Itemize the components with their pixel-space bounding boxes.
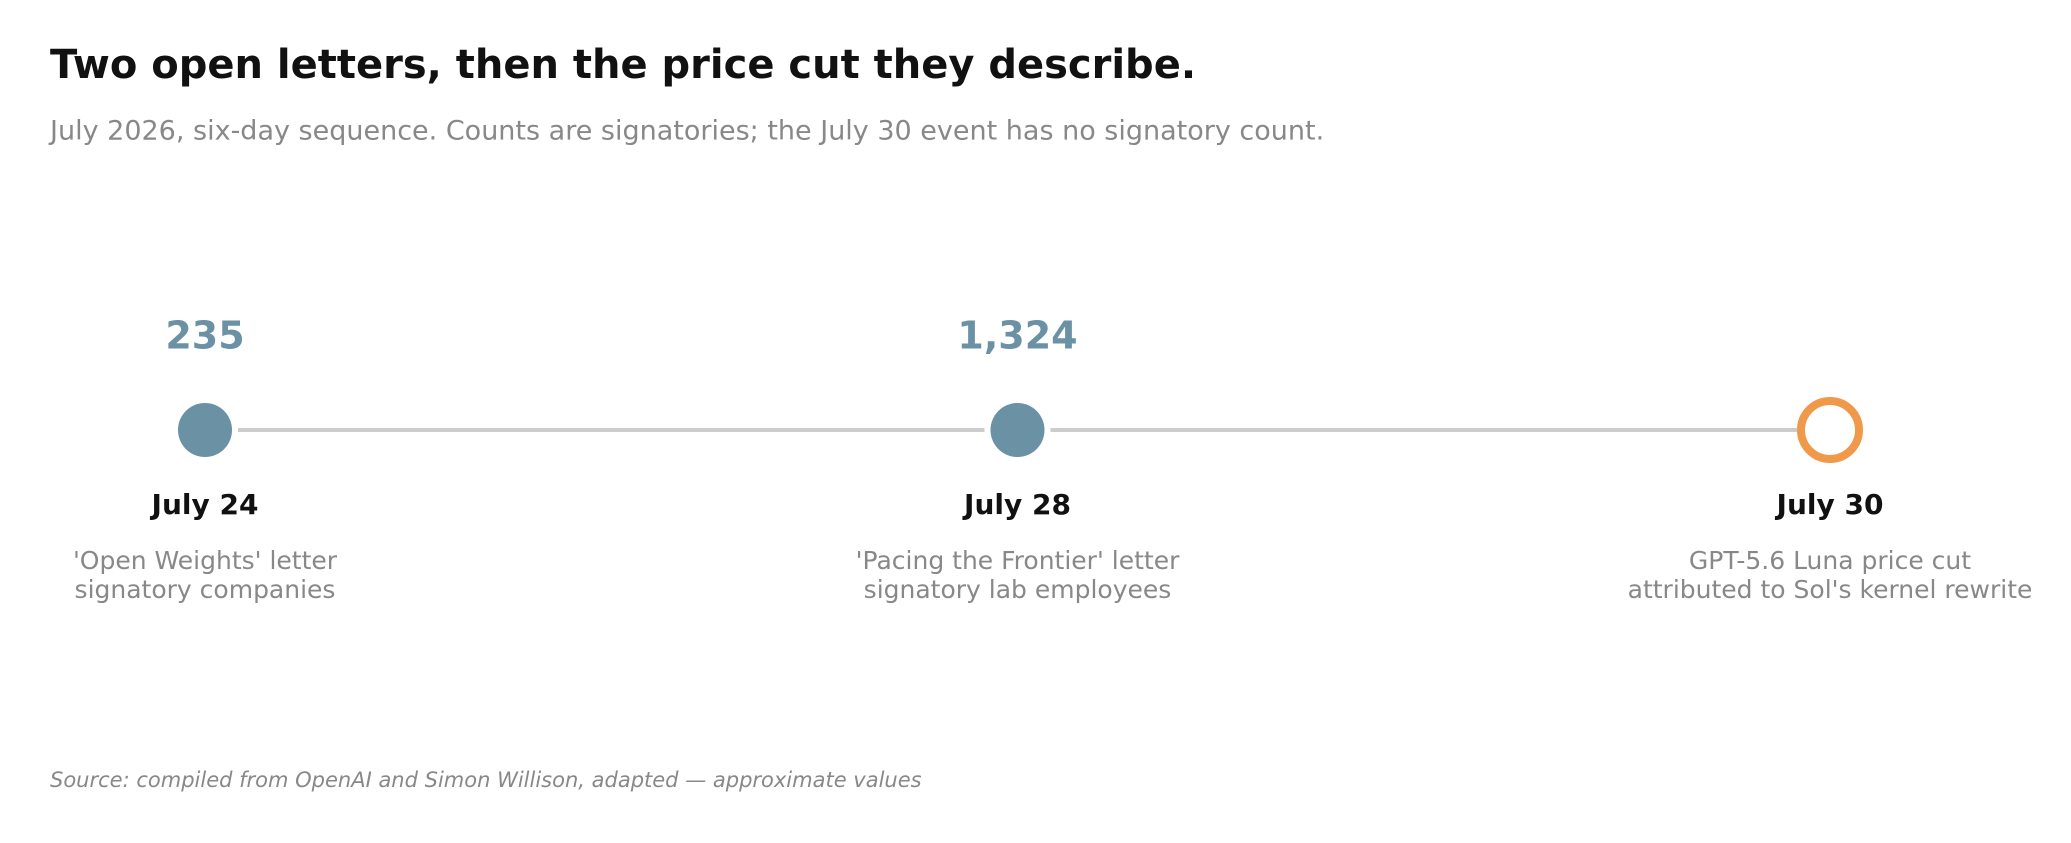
event-description: 'Pacing the Frontier' letter (856, 546, 1180, 575)
chart-title: Two open letters, then the price cut the… (50, 42, 1196, 88)
value-label: 1,324 (957, 314, 1077, 358)
chart-subtitle: July 2026, six-day sequence. Counts are … (48, 116, 1324, 147)
value-label: 235 (165, 314, 244, 358)
event-description: attributed to Sol's kernel rewrite (1628, 575, 2033, 604)
event-description: signatory companies (75, 575, 336, 604)
event-description: signatory lab employees (864, 575, 1172, 604)
date-label: July 24 (150, 488, 259, 521)
date-label: July 30 (1775, 488, 1884, 521)
date-label: July 28 (962, 488, 1071, 521)
event-description: 'Open Weights' letter (73, 546, 338, 575)
event-marker (1797, 397, 1863, 463)
event-description: GPT-5.6 Luna price cut (1689, 546, 1971, 575)
source-note: Source: compiled from OpenAI and Simon W… (50, 768, 922, 792)
event-marker (178, 403, 232, 457)
event-marker (990, 403, 1045, 457)
